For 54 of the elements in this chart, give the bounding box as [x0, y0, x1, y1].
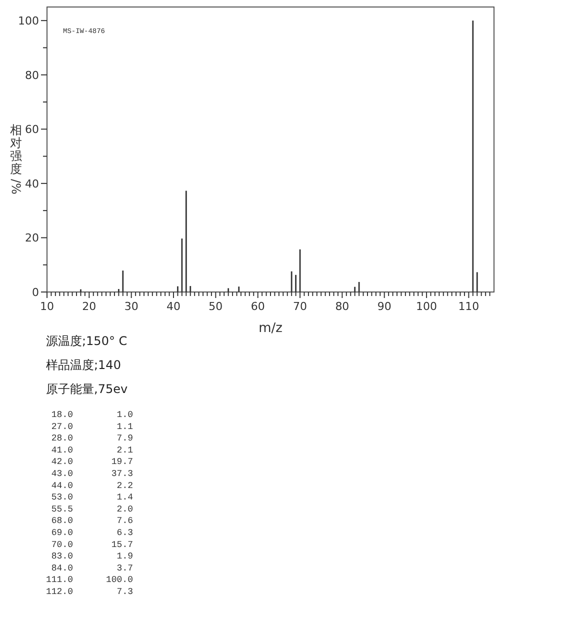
- text: 2.0: [116, 504, 133, 514]
- text: 18.0: [51, 410, 73, 420]
- x-tick-label: 50: [208, 300, 223, 313]
- y-tick-label: 40: [25, 177, 39, 190]
- x-tick-label: 100: [416, 300, 438, 313]
- text: 100.0: [106, 575, 133, 586]
- text: 111.0: [46, 575, 73, 586]
- x-tick-label: 90: [377, 300, 392, 313]
- text: 37.3: [111, 469, 133, 479]
- text: 7.9: [116, 434, 133, 444]
- text: 42.0: [51, 457, 73, 468]
- text: 84.0: [51, 563, 73, 574]
- text: 43.0: [51, 469, 73, 479]
- x-tick-label: 110: [458, 300, 480, 313]
- text: 2.1: [116, 445, 133, 456]
- text: 112.0: [46, 587, 73, 597]
- y-tick-label: 0: [32, 286, 39, 299]
- y-tick-label: 80: [25, 68, 39, 82]
- text: 55.5: [51, 504, 73, 514]
- x-tick-label: 20: [82, 300, 96, 313]
- text: 7.6: [116, 516, 133, 526]
- text: 27.0: [51, 422, 73, 432]
- text: 1.9: [116, 552, 133, 562]
- text: 1.1: [116, 422, 133, 432]
- text: 41.0: [51, 445, 73, 456]
- text: 19.7: [111, 457, 133, 468]
- y-tick-label: 100: [18, 14, 39, 28]
- y-axis-title: 相对强度/%: [9, 123, 23, 194]
- x-tick-label: 10: [40, 300, 54, 313]
- x-tick-label: 80: [335, 300, 350, 313]
- y-tick-label: 60: [25, 123, 39, 136]
- x-tick-label: 40: [166, 300, 181, 313]
- text: 1.4: [116, 492, 133, 503]
- text: 68.0: [51, 516, 73, 526]
- text: 83.0: [51, 552, 73, 562]
- x-tick-label: 60: [250, 300, 265, 313]
- text: 15.7: [111, 540, 133, 550]
- text: 53.0: [51, 492, 73, 503]
- y-tick-label: 20: [25, 232, 39, 245]
- text: 1.0: [116, 410, 133, 420]
- text: 2.2: [116, 480, 133, 491]
- text: 69.0: [51, 528, 73, 538]
- text: 原子能量,75ev: [46, 382, 128, 396]
- text: 28.0: [51, 434, 73, 444]
- x-tick-label: 70: [293, 300, 308, 313]
- x-axis-title: m/z: [258, 321, 283, 336]
- x-tick-label: 30: [124, 300, 138, 313]
- text: 源温度;150° C: [46, 334, 128, 348]
- text: 3.7: [116, 563, 133, 574]
- text: 44.0: [51, 480, 73, 491]
- text: 7.3: [116, 587, 133, 597]
- text: 70.0: [51, 540, 73, 550]
- text: 样品温度;140: [46, 358, 121, 372]
- text: 6.3: [116, 528, 133, 538]
